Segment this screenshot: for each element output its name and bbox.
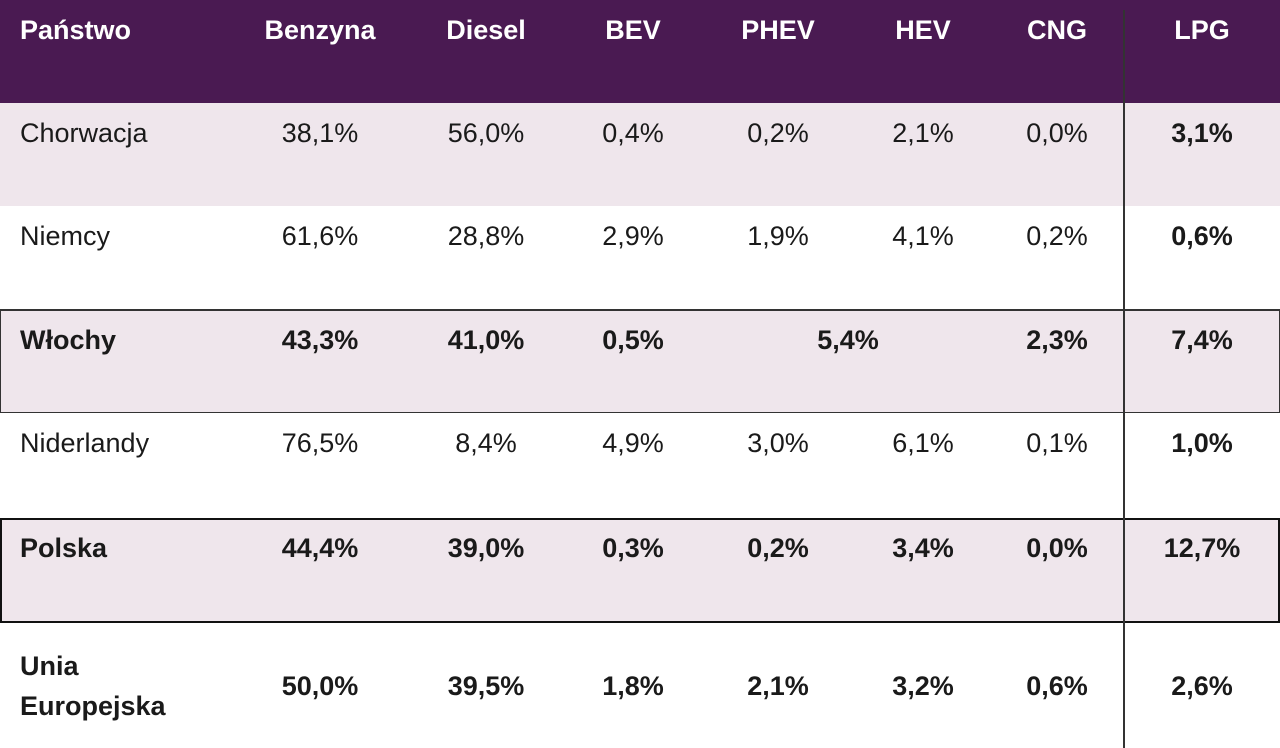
value-cell: 1,0% bbox=[1171, 428, 1233, 458]
value-cell: 0,6% bbox=[1171, 221, 1233, 251]
value-cell: 4,9% bbox=[602, 428, 664, 458]
header-cell: LPG bbox=[1174, 15, 1230, 45]
value-cell: 1,9% bbox=[747, 221, 809, 251]
value-cell: 3,0% bbox=[747, 428, 809, 458]
value-cell: 0,1% bbox=[1026, 428, 1088, 458]
value-cell: 41,0% bbox=[447, 325, 525, 355]
value-cell: 2,1% bbox=[892, 118, 954, 148]
table-row bbox=[0, 623, 1280, 748]
value-cell: 2,3% bbox=[1026, 325, 1088, 355]
country-cell: Niderlandy bbox=[20, 428, 150, 458]
value-cell: 0,5% bbox=[602, 325, 664, 355]
value-cell: 38,1% bbox=[281, 118, 359, 148]
value-cell: 50,0% bbox=[281, 670, 359, 701]
value-cell: 0,6% bbox=[1026, 670, 1088, 701]
value-cell: 2,6% bbox=[1171, 670, 1233, 701]
value-cell: 0,2% bbox=[747, 118, 809, 148]
table-row bbox=[0, 413, 1280, 518]
value-cell: 12,7% bbox=[1163, 533, 1241, 563]
value-cell: 76,5% bbox=[281, 428, 359, 458]
value-cell: 8,4% bbox=[455, 428, 517, 458]
value-cell: 39,0% bbox=[447, 533, 525, 563]
header-cell: PHEV bbox=[741, 15, 815, 45]
value-cell: 2,1% bbox=[747, 670, 809, 701]
value-cell: 0,2% bbox=[747, 533, 809, 563]
header-cell: BEV bbox=[605, 15, 661, 45]
value-cell: 56,0% bbox=[447, 118, 525, 148]
header-cell: Benzyna bbox=[264, 15, 376, 45]
value-cell: 39,5% bbox=[447, 670, 525, 701]
header-cell: Państwo bbox=[20, 15, 132, 45]
value-cell: 0,4% bbox=[602, 118, 664, 148]
table-row bbox=[0, 103, 1280, 206]
value-cell: 0,3% bbox=[602, 533, 664, 563]
value-cell: 0,0% bbox=[1026, 533, 1088, 563]
value-cell: 1,8% bbox=[602, 670, 664, 701]
value-cell: 6,1% bbox=[892, 428, 954, 458]
header-row bbox=[0, 0, 1280, 103]
value-cell: 0,2% bbox=[1026, 221, 1088, 251]
value-cell: 44,4% bbox=[281, 533, 359, 563]
value-cell: 5,4% bbox=[817, 325, 879, 355]
country-cell: Chorwacja bbox=[20, 118, 148, 148]
value-cell: 2,9% bbox=[602, 221, 664, 251]
table-row bbox=[0, 206, 1280, 310]
value-cell: 3,4% bbox=[892, 533, 954, 563]
header-cell: Diesel bbox=[446, 15, 526, 45]
table-row bbox=[0, 518, 1280, 623]
value-cell: 43,3% bbox=[281, 325, 359, 355]
header-cell: CNG bbox=[1027, 15, 1087, 45]
country-cell: Niemcy bbox=[20, 221, 111, 251]
value-cell: 28,8% bbox=[447, 221, 525, 251]
column-divider bbox=[1123, 10, 1125, 748]
value-cell: 0,0% bbox=[1026, 118, 1088, 148]
header-cell: HEV bbox=[895, 15, 951, 45]
country-cell: Włochy bbox=[20, 325, 117, 355]
value-cell: 4,1% bbox=[892, 221, 954, 251]
value-cell: 61,6% bbox=[281, 221, 359, 251]
value-cell: 3,2% bbox=[892, 670, 954, 701]
value-cell: 7,4% bbox=[1171, 325, 1233, 355]
table-row bbox=[0, 310, 1280, 413]
country-cell: Unia Europejska bbox=[20, 650, 166, 721]
value-cell: 3,1% bbox=[1171, 118, 1233, 148]
country-cell: Polska bbox=[20, 533, 108, 563]
